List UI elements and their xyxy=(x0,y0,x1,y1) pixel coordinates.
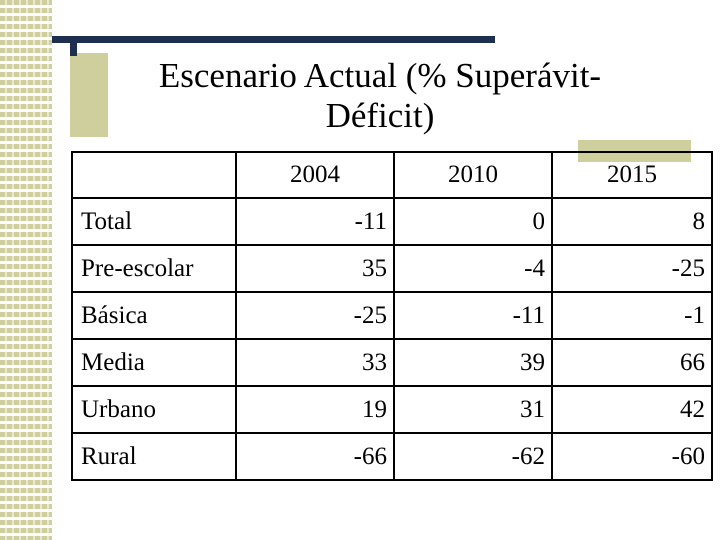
row-label: Urbano xyxy=(71,385,237,434)
row-label: Total xyxy=(71,197,237,246)
table-header-row: 2004 2010 2015 xyxy=(71,151,713,199)
cell-2015: -25 xyxy=(551,244,713,293)
row-label: Media xyxy=(71,338,237,387)
table-row: Urbano 19 31 42 xyxy=(71,385,713,434)
cell-2004: 19 xyxy=(235,385,395,434)
table-row: Media 33 39 66 xyxy=(71,338,713,387)
data-table: 2004 2010 2015 Total -11 0 8 Pre-escolar… xyxy=(71,151,713,481)
header-cell-empty xyxy=(71,151,237,199)
cell-2010: -11 xyxy=(393,291,553,340)
table-row: Básica -25 -11 -1 xyxy=(71,291,713,340)
left-stripe-pattern xyxy=(0,0,52,540)
header-cell-2010: 2010 xyxy=(393,151,553,199)
row-label: Pre-escolar xyxy=(71,244,237,293)
title-decor-square xyxy=(70,53,108,137)
cell-2004: -66 xyxy=(235,432,395,481)
cell-2015: -1 xyxy=(551,291,713,340)
cell-2010: 39 xyxy=(393,338,553,387)
cell-2015: 66 xyxy=(551,338,713,387)
title-top-rule xyxy=(52,36,495,43)
cell-2004: -11 xyxy=(235,197,395,246)
cell-2004: -25 xyxy=(235,291,395,340)
cell-2004: 35 xyxy=(235,244,395,293)
header-cell-2015: 2015 xyxy=(551,151,713,199)
table-row: Pre-escolar 35 -4 -25 xyxy=(71,244,713,293)
cell-2015: 42 xyxy=(551,385,713,434)
header-cell-2004: 2004 xyxy=(235,151,395,199)
row-label: Básica xyxy=(71,291,237,340)
cell-2015: -60 xyxy=(551,432,713,481)
table-row: Total -11 0 8 xyxy=(71,197,713,246)
cell-2010: 31 xyxy=(393,385,553,434)
cell-2004: 33 xyxy=(235,338,395,387)
cell-2015: 8 xyxy=(551,197,713,246)
row-label: Rural xyxy=(71,432,237,481)
cell-2010: -4 xyxy=(393,244,553,293)
title-left-rule xyxy=(70,36,77,56)
cell-2010: -62 xyxy=(393,432,553,481)
slide-title: Escenario Actual (% Superávit- Déficit) xyxy=(158,56,602,135)
cell-2010: 0 xyxy=(393,197,553,246)
table-row: Rural -66 -62 -60 xyxy=(71,432,713,481)
